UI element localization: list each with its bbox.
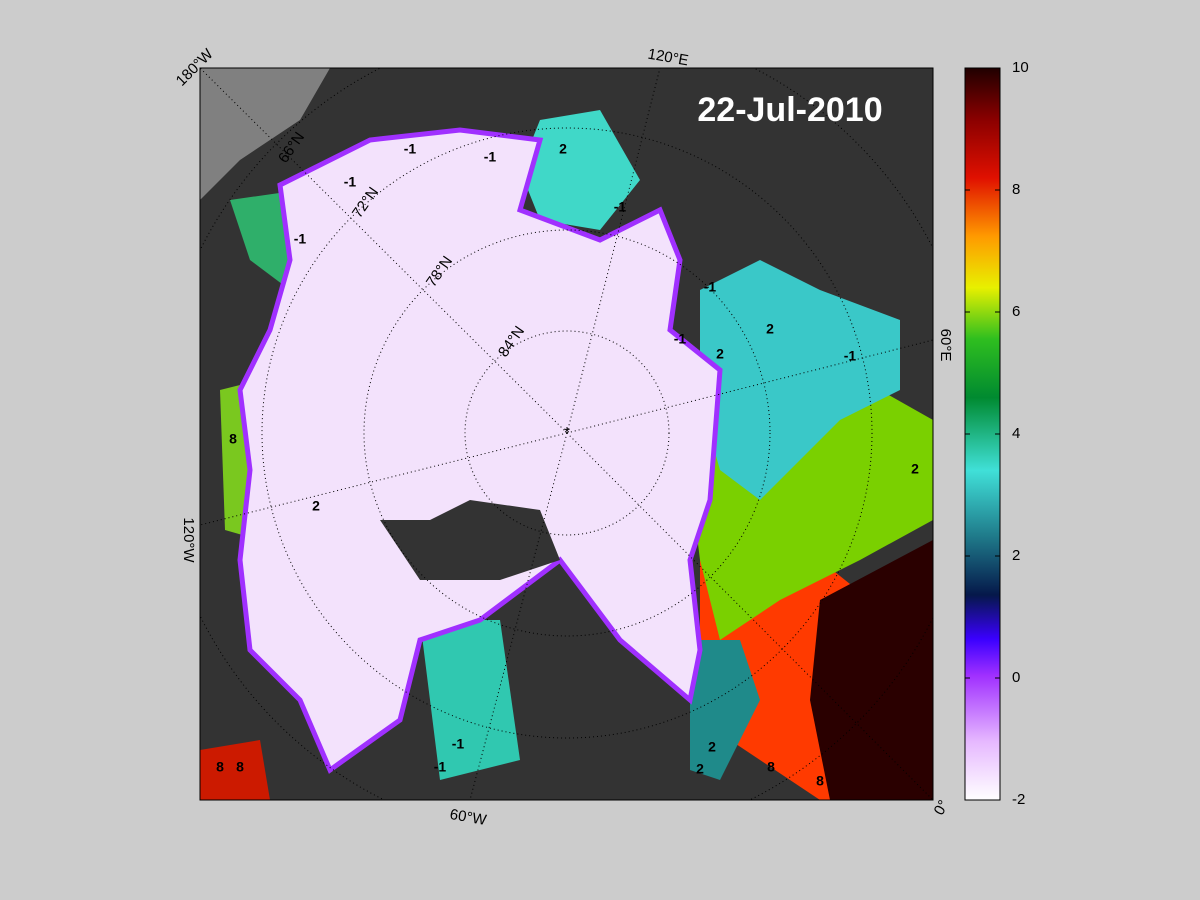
teal-ocean (690, 640, 760, 780)
hudson-ocean (200, 740, 270, 800)
colorbar-tick-label: -2 (1012, 791, 1025, 808)
contour-label: -1 (452, 736, 465, 752)
contour-label: -1 (294, 231, 307, 247)
contour-label: 2 (696, 761, 704, 777)
colorbar (964, 67, 1001, 801)
contour-label: -1 (614, 199, 627, 215)
sea-ice (237, 127, 723, 774)
outside-land (200, 68, 330, 200)
meridian-label: 60°W (448, 806, 488, 829)
contour-label: 8 (767, 759, 775, 775)
contour-label: -1 (434, 759, 447, 775)
hot-ocean (810, 540, 933, 800)
contour-label: -1 (344, 174, 357, 190)
contour-label: 8 (236, 759, 244, 775)
graticule (200, 68, 933, 800)
arctic-islands (380, 500, 560, 580)
colorbar-tick-label: 10 (1012, 59, 1029, 76)
contour-label: -1 (844, 348, 857, 364)
meridian-label: 120°E (646, 46, 689, 70)
contour-label: 2 (708, 739, 716, 755)
colorbar-tick-label: 2 (1012, 547, 1020, 564)
laptev-ocean (520, 110, 640, 230)
colorbar-tick-label: 4 (1012, 425, 1020, 442)
map: * (200, 68, 933, 800)
contour-label: 2 (312, 498, 320, 514)
contour-label: -1 (704, 279, 717, 295)
meridian-label: 120°W (180, 517, 197, 563)
contour-label: 2 (766, 321, 774, 337)
baffin-ocean (420, 620, 520, 780)
date-title: 22-Jul-2010 (697, 91, 882, 129)
colorbar-tick-label: 8 (1012, 181, 1020, 198)
cyan-ocean (700, 260, 900, 500)
contour-label: 2 (716, 346, 724, 362)
meridian-label: 0° (931, 797, 953, 818)
meridian-label: 60°E (937, 329, 954, 362)
colorbar-tick-label: 6 (1012, 303, 1020, 320)
contour-label: 8 (229, 431, 237, 447)
contour-label: 8 (216, 759, 224, 775)
contour-label: -1 (484, 149, 497, 165)
contour-label: -1 (674, 331, 687, 347)
map-frame (199, 67, 934, 801)
pole-marker: * (564, 425, 570, 442)
contour-label: 2 (559, 141, 567, 157)
contour-label: -1 (404, 141, 417, 157)
contour-label: 8 (816, 773, 824, 789)
contour-label: 2 (911, 461, 919, 477)
colorbar-tick-label: 0 (1012, 669, 1020, 686)
